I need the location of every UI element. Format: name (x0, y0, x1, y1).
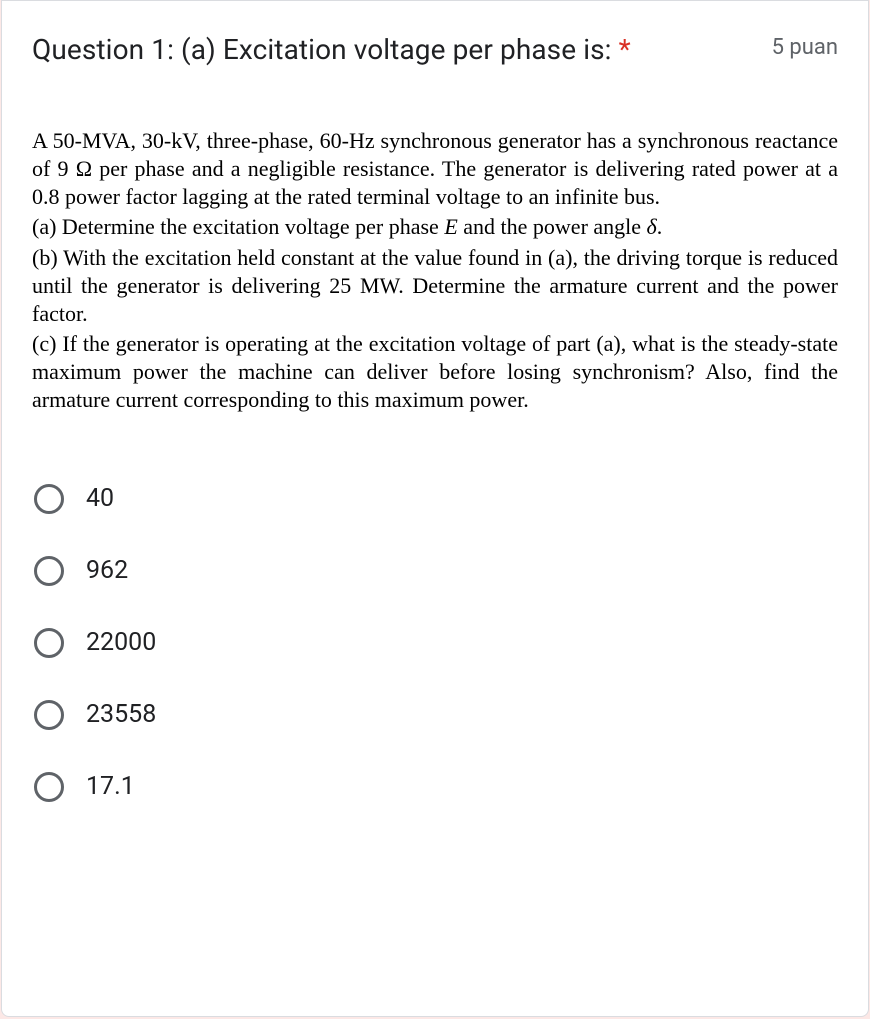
problem-statement: A 50-MVA, 30-kV, three-phase, 60-Hz sync… (32, 127, 838, 415)
problem-part-c: (c) If the generator is operating at the… (32, 330, 838, 414)
question-title-text: Question 1: (a) Excitation voltage per p… (32, 33, 612, 66)
problem-intro: A 50-MVA, 30-kV, three-phase, 60-Hz sync… (32, 127, 838, 211)
radio-icon (34, 772, 64, 802)
option-label: 23558 (86, 700, 156, 729)
option-label: 962 (86, 556, 128, 585)
option-3[interactable]: 23558 (32, 679, 838, 751)
option-0[interactable]: 40 (32, 463, 838, 535)
required-asterisk: * (619, 33, 631, 66)
problem-part-b: (b) With the excitation held constant at… (32, 244, 838, 328)
part-a-suffix: . (657, 214, 663, 239)
question-header: Question 1: (a) Excitation voltage per p… (32, 29, 838, 71)
question-card: Question 1: (a) Excitation voltage per p… (1, 0, 869, 1017)
part-a-delta: δ (647, 214, 657, 239)
question-title: Question 1: (a) Excitation voltage per p… (32, 29, 631, 71)
radio-icon (34, 556, 64, 586)
radio-icon (34, 484, 64, 514)
points-label: 5 puan (772, 29, 838, 60)
option-2[interactable]: 22000 (32, 607, 838, 679)
part-a-prefix: (a) Determine the excitation voltage per… (32, 214, 444, 239)
problem-part-a: (a) Determine the excitation voltage per… (32, 213, 838, 241)
radio-icon (34, 628, 64, 658)
option-1[interactable]: 962 (32, 535, 838, 607)
option-label: 17.1 (86, 772, 135, 801)
radio-icon (34, 700, 64, 730)
option-label: 22000 (86, 628, 156, 657)
options-group: 40 962 22000 23558 17.1 (32, 463, 838, 823)
part-a-var-E: E (444, 214, 457, 239)
part-a-mid: and the power angle (458, 214, 647, 239)
option-label: 40 (86, 484, 114, 513)
option-4[interactable]: 17.1 (32, 751, 838, 823)
